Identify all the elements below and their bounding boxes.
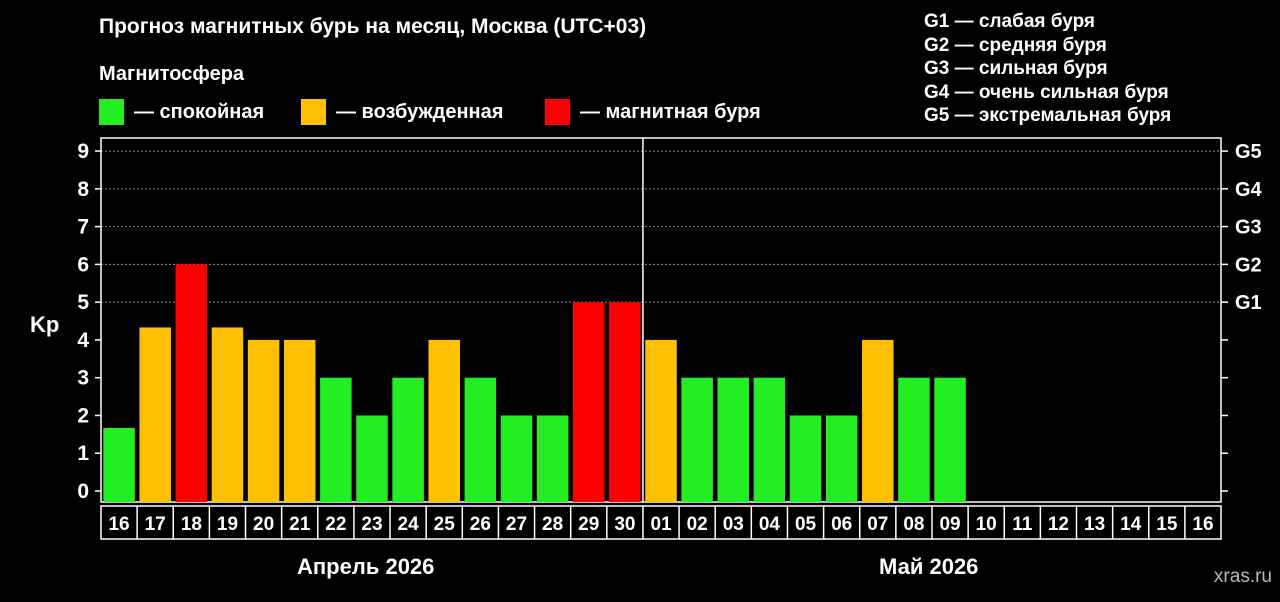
y-tick-label: 3	[77, 367, 89, 390]
y-tick-label: 2	[77, 404, 89, 427]
watermark: xras.ru	[1213, 566, 1272, 587]
day-label: 28	[542, 514, 563, 535]
g-axis-label: G4	[1235, 179, 1263, 201]
y-tick-label: 8	[77, 178, 89, 201]
day-label: 22	[325, 514, 346, 535]
bar-20	[789, 415, 822, 502]
month-label-may: Май 2026	[879, 554, 979, 579]
day-label: 26	[470, 514, 491, 535]
bar-4	[211, 327, 244, 502]
day-label: 21	[289, 514, 311, 535]
bar-8	[356, 415, 388, 502]
day-label: 07	[867, 514, 888, 535]
g-axis-label: G1	[1235, 292, 1262, 314]
magnetosphere-subtitle: Магнитосфера	[99, 63, 245, 85]
bar-19	[753, 377, 786, 502]
bar-2	[139, 327, 171, 502]
legend-calm: — спокойная	[99, 99, 264, 125]
day-label: 20	[253, 514, 274, 535]
y-tick-label: 9	[77, 140, 89, 163]
g-legend-g2: G2 — средняя буря	[924, 34, 1107, 56]
y-tick-label: 6	[77, 253, 89, 276]
bar-9	[392, 377, 424, 502]
legend-label-storm: — магнитная буря	[580, 100, 761, 123]
g-axis-label: G3	[1235, 217, 1262, 239]
g-legend-g1: G1 — слабая буря	[924, 11, 1096, 32]
day-label: 03	[723, 514, 744, 535]
day-label: 19	[217, 514, 238, 535]
day-label: 29	[578, 514, 599, 535]
y-axis-label: Kp	[30, 312, 59, 337]
bar-5	[247, 339, 280, 502]
g-axis-label: G5	[1235, 141, 1262, 163]
bar-23	[898, 377, 930, 502]
g-legend-g3: G3 — сильная буря	[924, 58, 1108, 79]
day-label: 09	[939, 514, 960, 535]
day-label: 16	[1192, 514, 1213, 535]
bar-17	[681, 377, 713, 502]
day-label: 23	[361, 514, 382, 535]
day-label: 16	[108, 514, 129, 535]
day-label: 05	[795, 514, 817, 535]
day-label: 12	[1048, 514, 1069, 535]
bar-22	[862, 339, 894, 502]
bar-15	[609, 302, 641, 502]
day-label: 14	[1120, 514, 1142, 535]
day-label: 17	[145, 514, 166, 535]
day-label: 25	[434, 514, 456, 535]
bar-1	[103, 427, 135, 502]
y-tick-label: 4	[77, 329, 89, 352]
legend-swatch-storm	[545, 99, 570, 125]
page-title: Прогноз магнитных бурь на месяц, Москва …	[99, 15, 647, 38]
legend-active: — возбужденная	[301, 99, 503, 125]
bar-13	[536, 415, 569, 502]
day-label: 04	[759, 514, 781, 535]
bar-6	[283, 339, 316, 502]
day-label: 01	[650, 514, 672, 535]
day-label: 18	[181, 514, 202, 535]
g-axis-label: G2	[1235, 254, 1262, 276]
bar-12	[500, 415, 533, 502]
legend-swatch-active	[301, 99, 326, 125]
bar-18	[717, 377, 750, 502]
day-label: 27	[506, 514, 527, 535]
day-label: 15	[1156, 514, 1178, 535]
day-label: 02	[687, 514, 708, 535]
g-legend-g5: G5 — экстремальная буря	[924, 105, 1172, 126]
day-label: 30	[614, 514, 635, 535]
y-tick-label: 1	[77, 442, 89, 465]
bar-16	[645, 339, 677, 502]
legend-label-active: — возбужденная	[336, 100, 504, 123]
bar-3	[175, 264, 208, 502]
day-label: 06	[831, 514, 852, 535]
bar-21	[825, 415, 858, 502]
day-label: 10	[976, 514, 997, 535]
legend-label-calm: — спокойная	[134, 100, 265, 123]
g-legend-g4: G4 — очень сильная буря	[924, 81, 1169, 103]
bar-11	[464, 377, 497, 502]
y-tick-label: 7	[77, 216, 89, 239]
y-tick-label: 0	[77, 480, 89, 503]
g-scale-legend: G1 — слабая буря G2 — средняя буря G3 — …	[924, 10, 1171, 128]
day-label: 11	[1012, 514, 1033, 535]
y-tick-label: 5	[77, 291, 89, 314]
day-label: 08	[903, 514, 924, 535]
bar-14	[573, 302, 605, 502]
month-label-april: Апрель 2026	[297, 554, 435, 579]
legend-storm: — магнитная буря	[545, 99, 761, 125]
day-label: 24	[398, 514, 420, 535]
legend-swatch-calm	[99, 99, 124, 125]
bar-7	[320, 377, 352, 502]
bar-10	[428, 339, 460, 502]
day-label: 13	[1084, 514, 1105, 535]
bar-24	[934, 377, 966, 502]
day-label-strip	[100, 505, 1222, 540]
